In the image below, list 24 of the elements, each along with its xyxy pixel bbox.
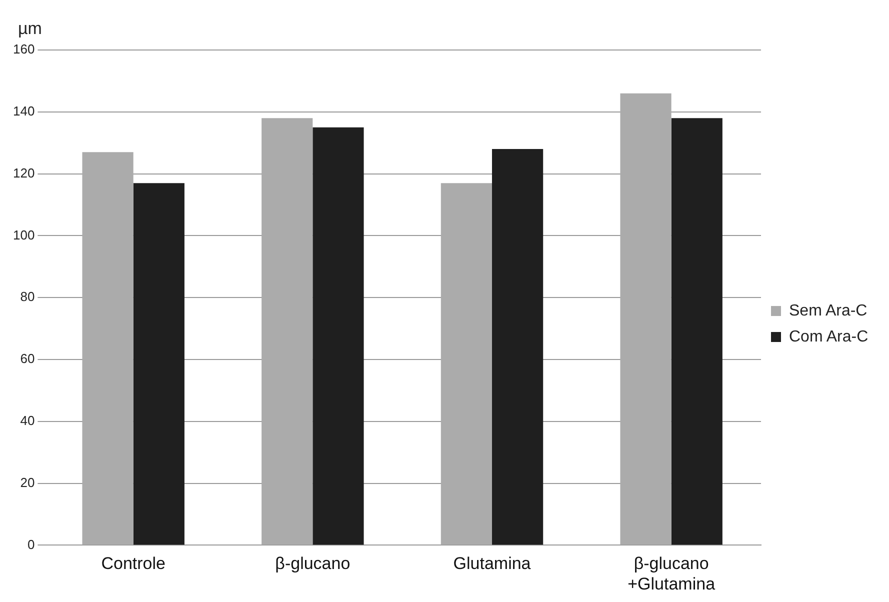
x-tick-label: Controle bbox=[101, 554, 166, 574]
y-tick-label: 20 bbox=[20, 474, 35, 490]
legend-label: Com Ara-C bbox=[788, 328, 868, 346]
legend-label: Sem Ara-C bbox=[788, 302, 868, 320]
bar bbox=[671, 118, 722, 545]
bar bbox=[620, 93, 672, 545]
bar bbox=[262, 118, 313, 545]
x-tick-label: β-glucano bbox=[275, 554, 350, 574]
bar bbox=[133, 183, 184, 545]
y-tick-label: 80 bbox=[20, 289, 35, 304]
y-tick-label: 100 bbox=[12, 227, 35, 242]
bar bbox=[440, 183, 492, 545]
bar bbox=[492, 149, 544, 545]
y-axis-title: µm bbox=[18, 19, 42, 38]
y-tick-label: 40 bbox=[20, 412, 35, 428]
x-tick-label: Glutamina bbox=[453, 554, 532, 574]
bar bbox=[312, 127, 364, 545]
y-tick-label: 140 bbox=[12, 103, 35, 118]
x-tick-label: β-glucano +Glutamina bbox=[628, 554, 716, 594]
y-tick-label: 120 bbox=[12, 165, 35, 180]
bar bbox=[82, 152, 134, 545]
y-tick-label: 60 bbox=[20, 351, 35, 366]
y-tick-label: 160 bbox=[12, 42, 35, 57]
y-tick-label: 0 bbox=[27, 536, 35, 552]
